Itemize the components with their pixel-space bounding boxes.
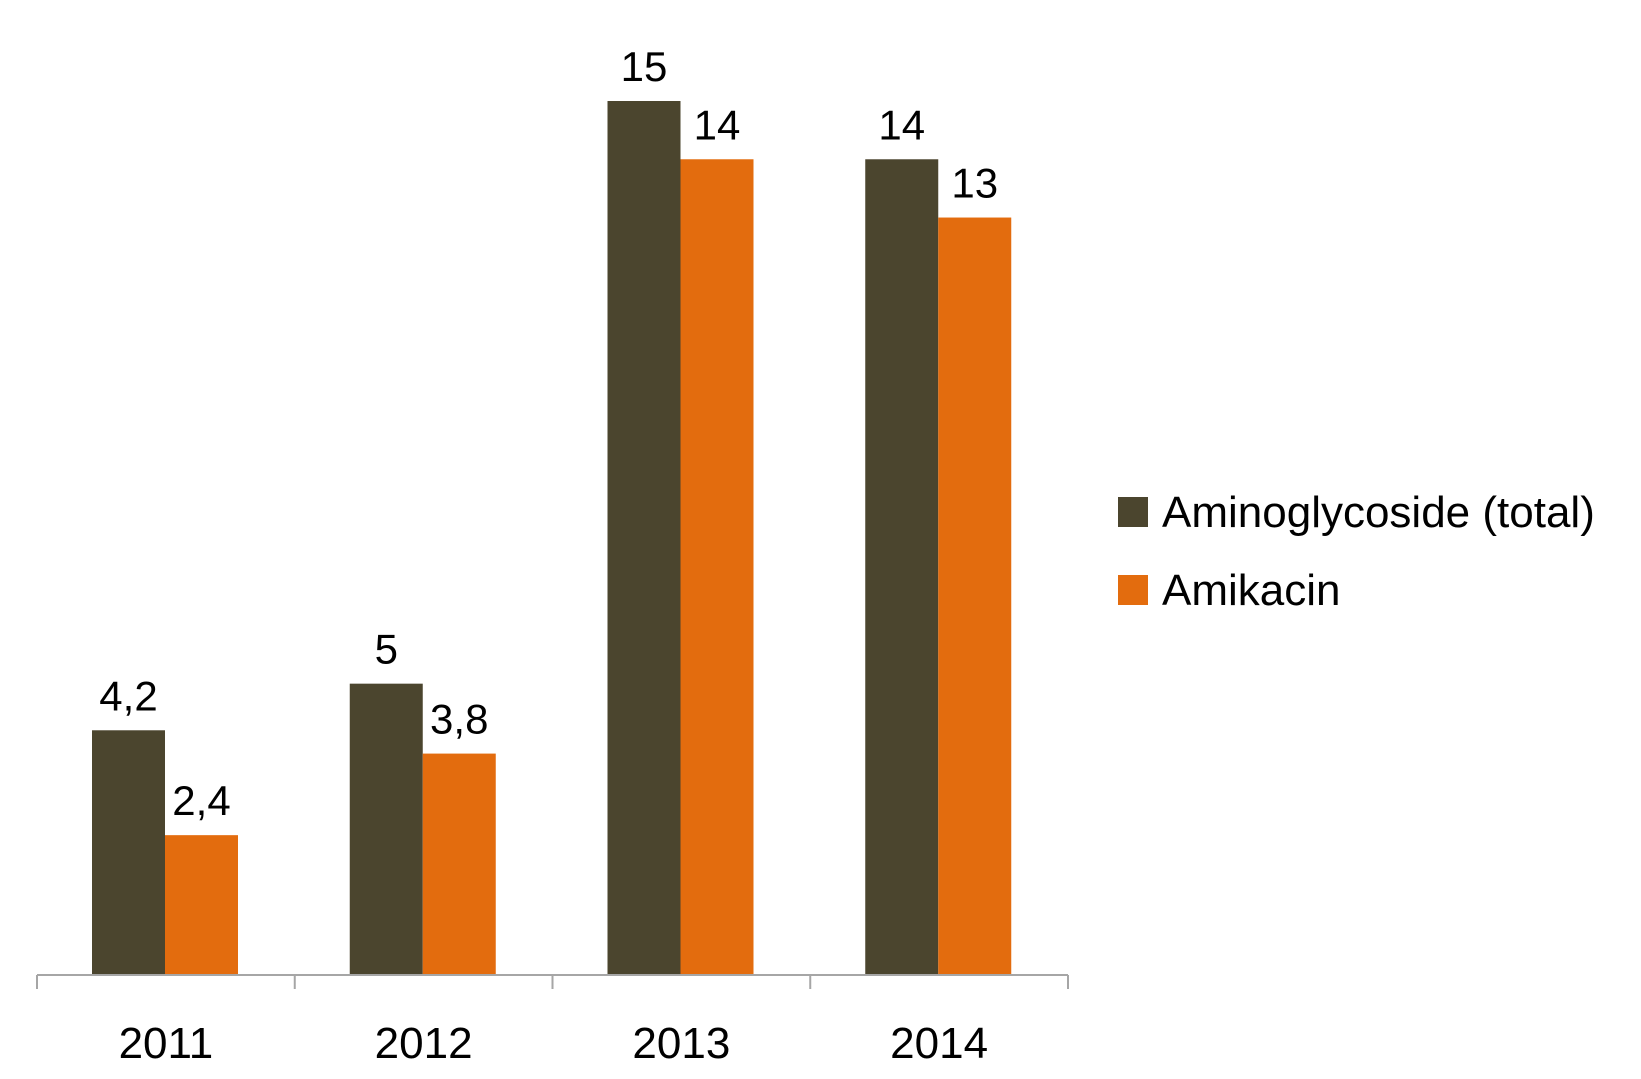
data-label-aminoglycoside-2014: 14 <box>878 101 925 148</box>
bar-amikacin-2011 <box>165 835 238 975</box>
data-label-amikacin-2012: 3,8 <box>430 696 488 743</box>
bar-aminoglycoside-2014 <box>865 159 939 975</box>
legend-label-amikacin: Amikacin <box>1162 566 1341 615</box>
data-label-aminoglycoside-2012: 5 <box>375 626 398 673</box>
data-label-amikacin-2011: 2,4 <box>172 777 230 824</box>
data-label-aminoglycoside-2011: 4,2 <box>99 672 157 719</box>
bar-aminoglycoside-2011 <box>92 730 165 975</box>
x-tick-labels: 2011 2012 2013 2014 <box>119 1019 989 1068</box>
legend-item-amikacin: Amikacin <box>1118 566 1341 615</box>
x-axis <box>36 974 1069 989</box>
x-tick-label-2011: 2011 <box>119 1019 214 1068</box>
bars-layer <box>92 101 1012 976</box>
bar-amikacin-2013 <box>680 159 754 975</box>
bar-amikacin-2014 <box>938 217 1012 976</box>
bar-aminoglycoside-2012 <box>349 683 423 975</box>
x-tick-label-2014: 2014 <box>890 1019 988 1068</box>
x-tick-label-2013: 2013 <box>632 1019 730 1068</box>
data-labels-layer: 4,2 2,4 5 3,8 15 14 14 13 <box>99 43 998 824</box>
legend: Aminoglycoside (total) Amikacin <box>1118 488 1595 615</box>
legend-swatch-aminoglycoside <box>1118 497 1148 527</box>
bar-amikacin-2012 <box>422 753 496 975</box>
data-label-amikacin-2013: 14 <box>694 101 741 148</box>
bar-aminoglycoside-2013 <box>607 101 681 975</box>
x-tick-label-2012: 2012 <box>375 1019 473 1068</box>
data-label-amikacin-2014: 13 <box>951 160 998 207</box>
data-label-aminoglycoside-2013: 15 <box>621 43 668 90</box>
legend-swatch-amikacin <box>1118 575 1148 605</box>
legend-item-aminoglycoside: Aminoglycoside (total) <box>1118 488 1595 537</box>
legend-label-aminoglycoside: Aminoglycoside (total) <box>1162 488 1595 537</box>
